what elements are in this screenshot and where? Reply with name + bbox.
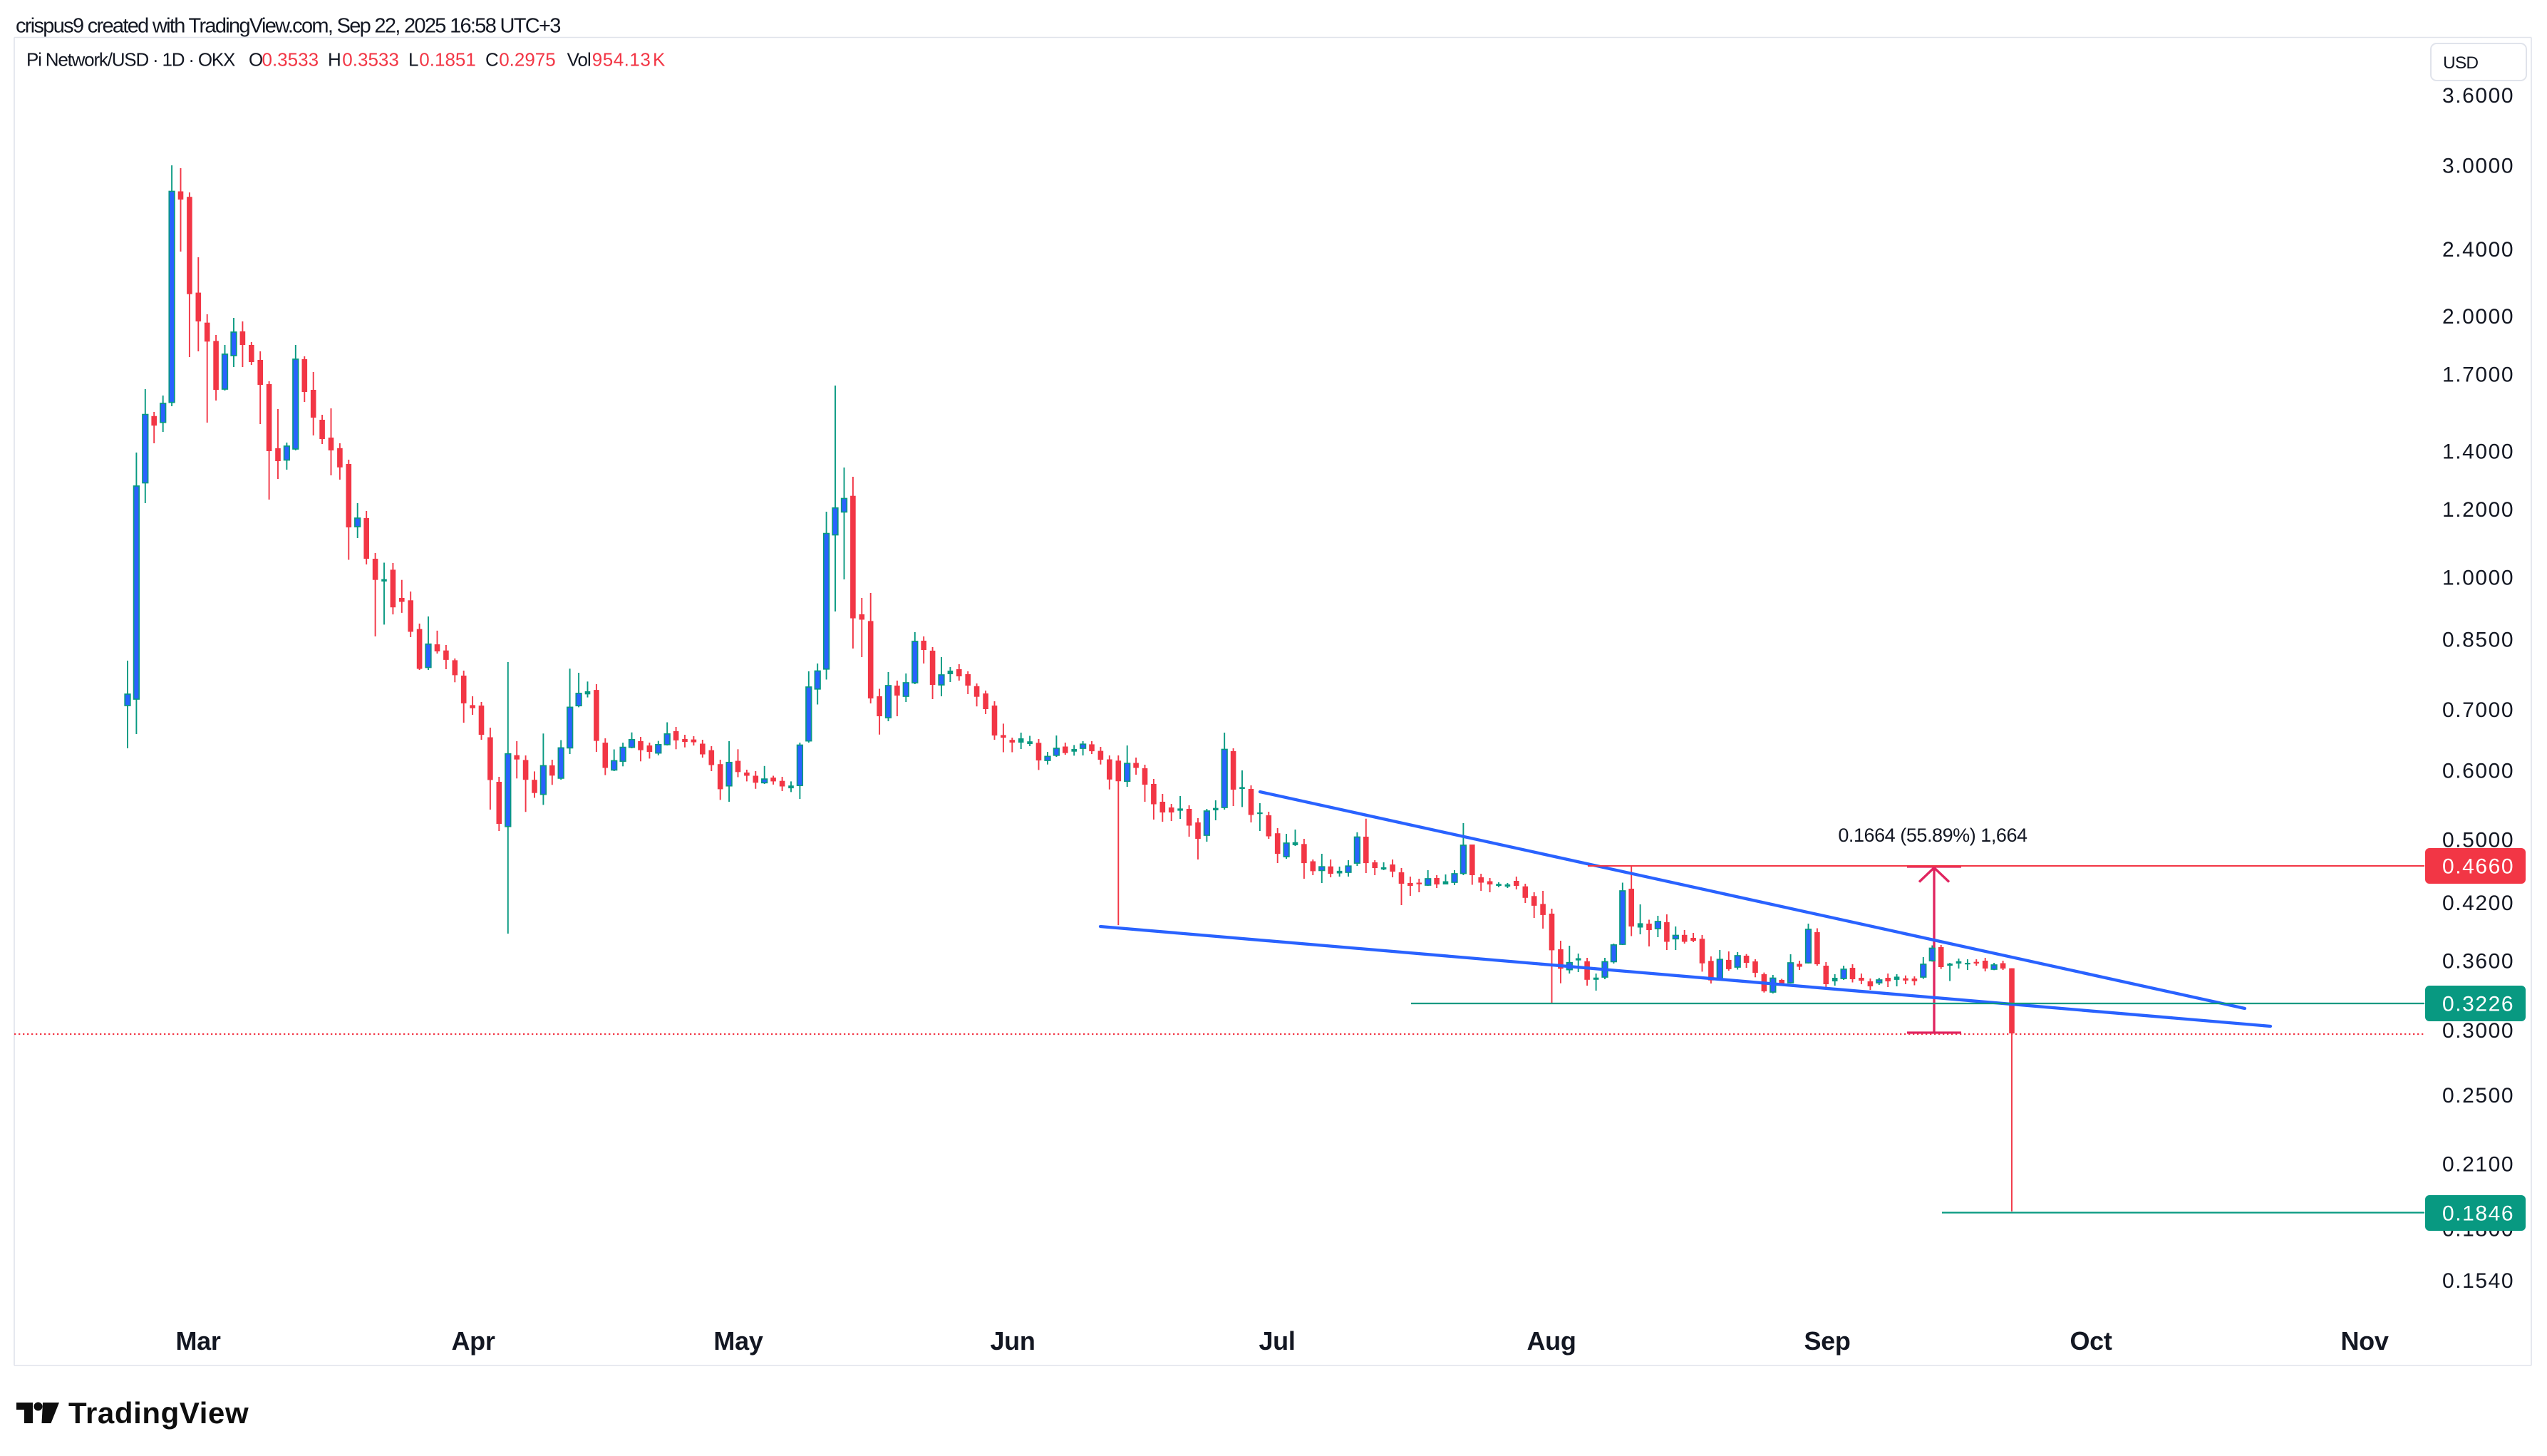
svg-text:0.3226: 0.3226 <box>2442 993 2514 1016</box>
svg-text:0.2975: 0.2975 <box>499 48 556 70</box>
svg-text:2.4000: 2.4000 <box>2442 238 2514 262</box>
svg-text:3.6000: 3.6000 <box>2442 84 2514 108</box>
svg-text:1.2000: 1.2000 <box>2442 498 2514 522</box>
svg-text:1.0000: 1.0000 <box>2442 566 2514 589</box>
svg-text:O: O <box>249 48 263 70</box>
svg-text:H: H <box>328 48 341 70</box>
svg-text:0.6000: 0.6000 <box>2442 760 2514 783</box>
svg-text:Nov: Nov <box>2340 1326 2388 1356</box>
svg-text:Vol: Vol <box>567 48 591 70</box>
svg-text:crispus9 created with TradingV: crispus9 created with TradingView.com, S… <box>16 15 560 38</box>
svg-text:Jun: Jun <box>990 1326 1035 1356</box>
svg-text:0.1851: 0.1851 <box>419 48 476 70</box>
svg-text:May: May <box>713 1326 763 1356</box>
svg-text:0.4200: 0.4200 <box>2442 892 2514 915</box>
svg-text:0.2100: 0.2100 <box>2442 1153 2514 1177</box>
svg-text:Oct: Oct <box>2070 1326 2112 1356</box>
svg-text:Pi Network/USD · 1D · OKX: Pi Network/USD · 1D · OKX <box>26 48 235 70</box>
svg-text:Jul: Jul <box>1259 1326 1295 1356</box>
svg-text:0.2500: 0.2500 <box>2442 1084 2514 1108</box>
svg-text:0.4660: 0.4660 <box>2442 855 2514 879</box>
svg-text:0.8500: 0.8500 <box>2442 628 2514 651</box>
svg-text:3.0000: 3.0000 <box>2442 154 2514 177</box>
svg-text:Mar: Mar <box>175 1326 220 1356</box>
svg-text:1.4000: 1.4000 <box>2442 440 2514 464</box>
svg-text:L: L <box>408 48 418 70</box>
svg-text:2.0000: 2.0000 <box>2442 305 2514 329</box>
svg-text:954.13 K: 954.13 K <box>592 48 666 70</box>
svg-text:0.3600: 0.3600 <box>2442 949 2514 973</box>
svg-text:TradingView: TradingView <box>68 1396 249 1430</box>
svg-text:Aug: Aug <box>1526 1326 1576 1356</box>
svg-text:Sep: Sep <box>1804 1326 1850 1356</box>
svg-text:1.7000: 1.7000 <box>2442 363 2514 387</box>
svg-text:0.3533: 0.3533 <box>262 48 319 70</box>
svg-text:0.1664 (55.89%) 1,664: 0.1664 (55.89%) 1,664 <box>1838 825 2027 846</box>
svg-text:Apr: Apr <box>451 1326 495 1356</box>
svg-text:0.1540: 0.1540 <box>2442 1269 2514 1293</box>
svg-text:USD: USD <box>2443 53 2478 73</box>
svg-text:0.3000: 0.3000 <box>2442 1019 2514 1043</box>
svg-text:C: C <box>485 48 499 70</box>
svg-text:0.1846: 0.1846 <box>2442 1202 2514 1226</box>
svg-text:0.7000: 0.7000 <box>2442 698 2514 722</box>
svg-text:0.3533: 0.3533 <box>342 48 399 70</box>
